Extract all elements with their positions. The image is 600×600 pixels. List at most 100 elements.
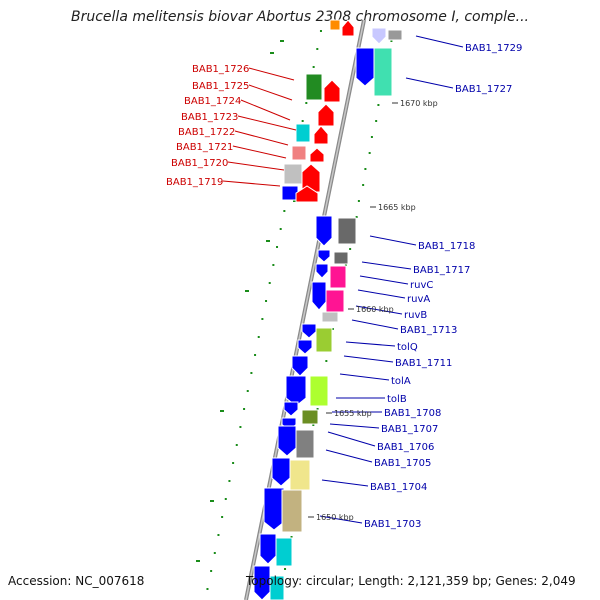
gene-label-forward: tolA xyxy=(391,376,411,387)
gene-feature-arrow-forward xyxy=(253,565,271,600)
gene-label-forward: tolQ xyxy=(397,342,418,353)
gene-feature-arrow-forward xyxy=(259,533,277,565)
tick-mark-outer xyxy=(224,498,227,500)
scale-label: 1660 kbp xyxy=(356,305,394,314)
gene-feature-box xyxy=(309,375,329,407)
gene-feature-arrow-forward xyxy=(283,401,299,417)
leader-line xyxy=(222,180,281,187)
leader-line xyxy=(234,130,289,146)
gene-feature-box xyxy=(387,29,403,41)
gene-feature-arrow-forward xyxy=(355,47,375,87)
tick-mark-outer xyxy=(319,30,322,32)
gene-feature-arrow-forward xyxy=(263,487,285,531)
tick-mark-inner xyxy=(331,328,334,330)
tick-mark-long xyxy=(293,200,297,202)
tick-mark-outer xyxy=(243,408,246,410)
gene-feature-arrow-forward xyxy=(277,425,297,457)
tick-mark-long xyxy=(210,500,214,502)
gene-feature-arrow-forward xyxy=(315,263,329,279)
topology-text: Topology: circular; Length: 2,121,359 bp… xyxy=(246,574,576,588)
leader-line xyxy=(240,99,291,121)
tick-mark-outer xyxy=(283,210,286,212)
gene-label-forward: BAB1_1708 xyxy=(384,408,441,419)
tick-mark-outer xyxy=(232,462,235,464)
gene-feature-box xyxy=(321,311,339,323)
leader-line xyxy=(232,145,287,159)
tick-mark-outer xyxy=(228,480,231,482)
gene-features xyxy=(253,19,403,600)
gene-label-forward: BAB1_1718 xyxy=(418,241,475,252)
gene-feature-arrow-forward xyxy=(291,355,309,377)
tick-mark-outer xyxy=(316,48,319,50)
gene-label-forward: tolB xyxy=(387,394,407,405)
accession-text: Accession: NC_007618 xyxy=(8,574,145,588)
tick-mark-inner xyxy=(349,248,352,250)
gene-label-reverse: BAB1_1724 xyxy=(184,96,241,107)
gene-label-forward: BAB1_1704 xyxy=(370,482,427,493)
tick-mark-inner xyxy=(362,184,365,186)
tick-mark-outer xyxy=(250,372,253,374)
gene-feature-box xyxy=(275,537,293,567)
gene-label-forward: BAB1_1705 xyxy=(374,458,431,469)
leader-line xyxy=(405,77,454,89)
leader-line xyxy=(345,341,396,347)
leader-line xyxy=(361,261,412,270)
tick-mark-long xyxy=(266,240,270,242)
gene-label-reverse: BAB1_1719 xyxy=(166,177,223,188)
tick-mark-outer xyxy=(301,120,304,122)
gene-feature-box xyxy=(301,409,319,425)
tick-mark-long xyxy=(220,410,224,412)
scale-label: 1650 kbp xyxy=(316,513,354,522)
tick-mark-outer xyxy=(276,246,279,248)
gene-feature-arrow-forward xyxy=(271,457,291,487)
gene-label-reverse: BAB1_1723 xyxy=(181,112,238,123)
gene-label-reverse: BAB1_1725 xyxy=(192,81,249,92)
gene-feature-box xyxy=(329,19,341,31)
gene-feature-box xyxy=(295,123,311,143)
gene-feature-arrow-reverse xyxy=(295,185,319,203)
tick-mark-inner xyxy=(284,568,287,570)
gene-label-forward: BAB1_1717 xyxy=(413,265,470,276)
gene-feature-box xyxy=(325,289,345,313)
gene-label-forward: BAB1_1706 xyxy=(377,442,434,453)
leader-line xyxy=(248,67,295,81)
gene-feature-box xyxy=(269,575,285,600)
gene-feature-arrow-reverse xyxy=(313,125,329,145)
gene-feature-box xyxy=(283,163,303,185)
gene-feature-box xyxy=(295,429,315,459)
gene-feature-arrow-reverse xyxy=(309,147,325,163)
leader-line xyxy=(351,319,399,330)
tick-mark-inner xyxy=(344,264,347,266)
tick-mark-outer xyxy=(279,228,282,230)
gene-label-reverse: BAB1_1722 xyxy=(178,127,235,138)
tick-mark-long xyxy=(280,40,284,42)
leader-line xyxy=(343,355,394,363)
gene-feature-box xyxy=(373,47,393,97)
gene-feature-box xyxy=(291,145,307,161)
gene-label-reverse: BAB1_1726 xyxy=(192,64,249,75)
gene-label-forward: ruvC xyxy=(410,280,433,291)
gene-feature-box xyxy=(333,251,349,265)
tick-mark-inner xyxy=(325,360,328,362)
gene-feature-arrow-forward xyxy=(371,27,387,45)
gene-feature-arrow-forward xyxy=(315,215,333,247)
leader-line xyxy=(355,305,403,315)
leader-line xyxy=(227,161,285,171)
gene-feature-box xyxy=(289,459,311,491)
leader-line xyxy=(237,115,297,131)
leader-line xyxy=(415,35,464,48)
leader-line xyxy=(248,84,293,101)
gene-feature-box xyxy=(305,73,323,101)
tick-mark-long xyxy=(196,560,200,562)
gene-feature-box xyxy=(337,217,357,245)
tick-mark-outer xyxy=(221,516,224,518)
leader-line xyxy=(357,289,406,299)
tick-mark-outer xyxy=(312,66,315,68)
tick-mark-outer xyxy=(265,300,268,302)
tick-mark-outer xyxy=(210,570,213,572)
leader-line xyxy=(369,235,417,246)
scale-labels: 1670 kbp 1665 kbp 1660 kbp 1655 kbp 1650 kbp xyxy=(308,99,438,522)
gene-label-forward: BAB1_1707 xyxy=(381,424,438,435)
tick-mark-long xyxy=(270,52,274,54)
